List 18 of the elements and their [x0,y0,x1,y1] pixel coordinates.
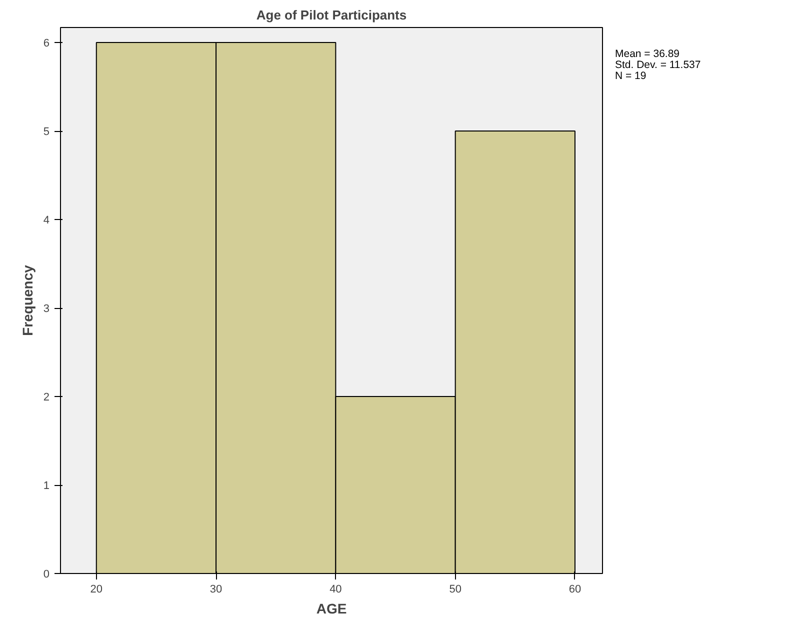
x-tick-label: 30 [210,584,222,596]
text: Mean = 36.89 [615,48,680,60]
x-tick-label: 50 [449,584,462,596]
x-axis-title: AGE [316,600,347,616]
y-tick-label: 3 [43,303,50,316]
y-tick-label: 1 [43,480,50,492]
y-tick-label: 2 [43,392,50,404]
y-tick-label: 5 [43,126,50,138]
x-tick-label: 40 [330,584,342,596]
y-tick-label: 4 [43,214,50,227]
x-tick-label: 60 [568,584,582,596]
y-tick-label: 0 [43,568,50,580]
x-tick-label: 20 [90,584,103,596]
text: N = 19 [615,70,646,82]
y-tick-label: 6 [43,38,50,50]
chart-title: Age of Pilot Participants [256,8,407,22]
text: Std. Dev. = 11.537 [615,59,701,71]
y-axis-title: Frequency [19,264,36,336]
